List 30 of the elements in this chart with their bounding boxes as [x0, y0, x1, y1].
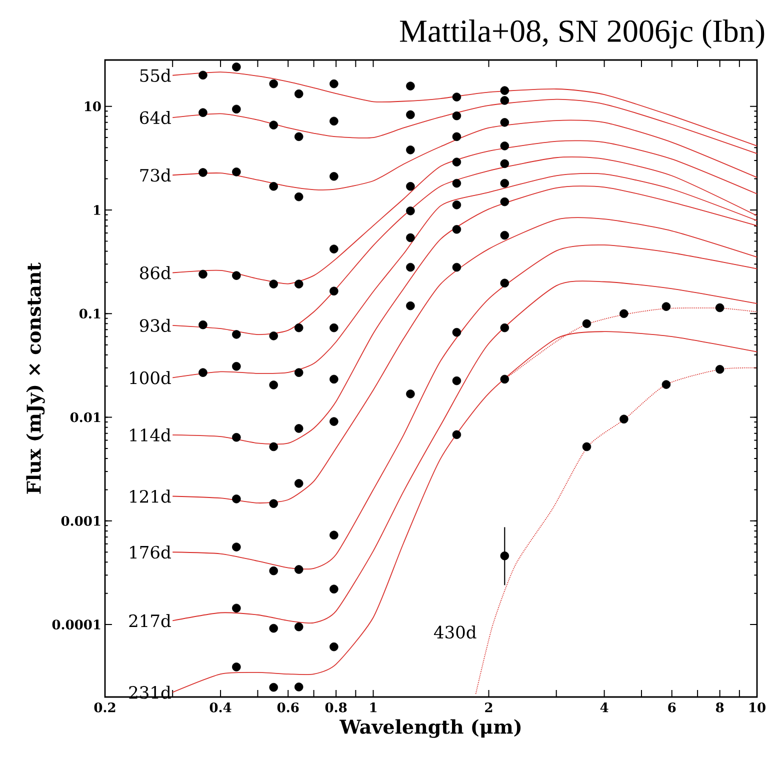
x-axis-title: Wavelength (μm): [339, 719, 521, 738]
y-tick-label: 1: [94, 205, 100, 215]
x-tick-label: 4: [600, 702, 608, 712]
series-label: 121d: [130, 490, 171, 503]
series-label: 176d: [130, 546, 171, 559]
series-label: 217d: [129, 614, 171, 628]
y-axis-title: Flux (mJy) × constant: [26, 262, 45, 494]
x-tick-label: 6: [668, 702, 676, 712]
x-tick-label: 0.4: [210, 702, 232, 712]
series-label: 93d: [140, 318, 171, 332]
x-tick-label: 0.2: [94, 702, 116, 712]
annotation: 430d: [434, 625, 476, 639]
x-tick-label: 2: [485, 702, 492, 712]
series-label: 86d: [140, 266, 171, 280]
series-label: 73d: [140, 168, 171, 182]
y-tick-label: 0.1: [79, 308, 100, 319]
series-label: 100d: [130, 371, 171, 384]
y-tick-label: 0.001: [61, 516, 100, 526]
x-tick-label: 0.8: [325, 702, 347, 712]
chart-title: Mattila+08, SN 2006jc (Ibn): [400, 19, 764, 48]
x-tick-label: 1: [370, 702, 376, 712]
x-tick-label: 8: [716, 702, 724, 712]
series-label: 114d: [130, 428, 171, 442]
series-label: 64d: [140, 110, 171, 124]
x-tick-label: 10: [750, 702, 766, 712]
series-label: 55d: [140, 68, 171, 82]
x-tick-label: 0.6: [277, 702, 299, 712]
y-tick-label: 0.01: [70, 412, 100, 422]
y-tick-label: 0.0001: [52, 620, 100, 630]
y-tick-label: 10: [84, 101, 101, 112]
